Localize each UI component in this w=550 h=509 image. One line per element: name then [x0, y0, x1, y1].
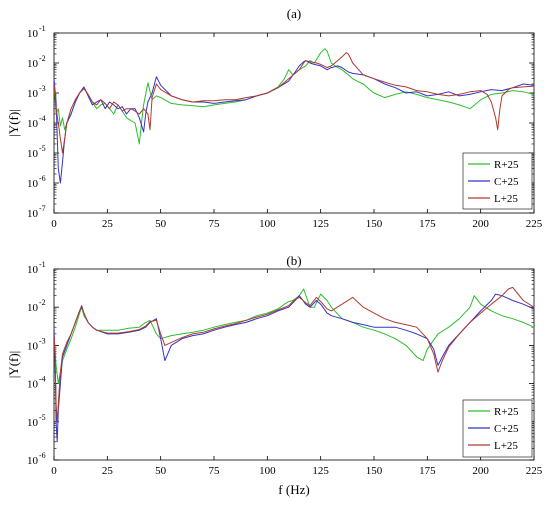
y-tick-exponent: -6 [39, 174, 46, 183]
y-tick-label: 10 [27, 302, 39, 314]
legend-label: R+25 [494, 159, 519, 171]
y-tick-label: 10 [27, 118, 39, 130]
y-tick-exponent: -2 [39, 298, 46, 307]
x-tick-label: 150 [366, 465, 383, 477]
y-tick-exponent: -4 [39, 375, 46, 384]
y-tick-exponent: -4 [39, 114, 46, 123]
x-tick-label: 100 [259, 218, 276, 230]
x-tick-label: 100 [259, 465, 276, 477]
x-tick-label: 225 [526, 218, 543, 230]
x-tick-label: 150 [366, 218, 383, 230]
panel-label: (a) [287, 6, 301, 21]
x-axis-title: f (Hz) [278, 482, 309, 497]
y-axis-title: |Y(f)| [6, 351, 21, 379]
series-line-l-plus-25 [54, 286, 534, 423]
series-group [54, 286, 534, 443]
series-line-r-plus-25 [54, 288, 534, 385]
y-tick-label: 10 [27, 28, 39, 40]
y-tick-exponent: -5 [39, 413, 46, 422]
x-tick-label: 125 [312, 465, 329, 477]
panel-label: (b) [286, 253, 301, 268]
y-tick-label: 10 [27, 58, 39, 70]
x-tick-label: 200 [472, 218, 489, 230]
x-tick-label: 175 [419, 465, 436, 477]
y-tick-label: 10 [27, 178, 39, 190]
series-line-c-plus-25 [54, 60, 534, 184]
y-tick-exponent: -2 [39, 54, 46, 63]
x-tick-label: 50 [155, 465, 167, 477]
x-tick-label: 50 [155, 218, 167, 230]
x-tick-label: 0 [51, 465, 57, 477]
x-tick-label: 125 [312, 218, 329, 230]
y-tick-label: 10 [27, 264, 39, 276]
y-tick-label: 10 [27, 417, 39, 429]
y-axis-title: |Y(f)| [6, 109, 21, 137]
panel-b: (b)0 25 50 75 100 125 150 175 200 22510-610-510-4… [6, 253, 543, 497]
x-tick-label: 175 [419, 218, 436, 230]
x-tick-label: 0 [51, 218, 57, 230]
plot-area [53, 32, 535, 214]
legend-label: R+25 [494, 406, 519, 418]
plot-area [53, 268, 535, 461]
y-tick-exponent: -1 [39, 260, 46, 269]
y-tick-label: 10 [27, 455, 39, 467]
panel-a: (a)0 25 50 75 100 125 150 175 200 22510-710-610-5… [6, 6, 543, 230]
series-line-c-plus-25 [54, 293, 534, 443]
legend-label: C+25 [494, 176, 519, 188]
y-tick-exponent: -7 [39, 204, 46, 213]
y-tick-exponent: -5 [39, 144, 46, 153]
x-tick-label: 75 [209, 218, 221, 230]
x-tick-label: 25 [102, 465, 114, 477]
y-tick-exponent: -6 [39, 451, 46, 460]
y-tick-label: 10 [27, 148, 39, 160]
x-tick-label: 225 [526, 465, 543, 477]
y-tick-label: 10 [27, 379, 39, 391]
y-tick-exponent: -1 [39, 24, 46, 33]
y-tick-exponent: -3 [39, 84, 46, 93]
series-group [54, 48, 534, 184]
legend-label: L+25 [494, 193, 518, 205]
y-tick-exponent: -3 [39, 336, 46, 345]
y-tick-label: 10 [27, 208, 39, 220]
legend-label: C+25 [494, 423, 519, 435]
x-tick-label: 200 [472, 465, 489, 477]
y-tick-label: 10 [27, 88, 39, 100]
series-line-l-plus-25 [54, 52, 534, 154]
x-tick-label: 75 [209, 465, 221, 477]
legend-label: L+25 [494, 440, 518, 452]
y-tick-label: 10 [27, 340, 39, 352]
x-tick-label: 25 [102, 218, 114, 230]
